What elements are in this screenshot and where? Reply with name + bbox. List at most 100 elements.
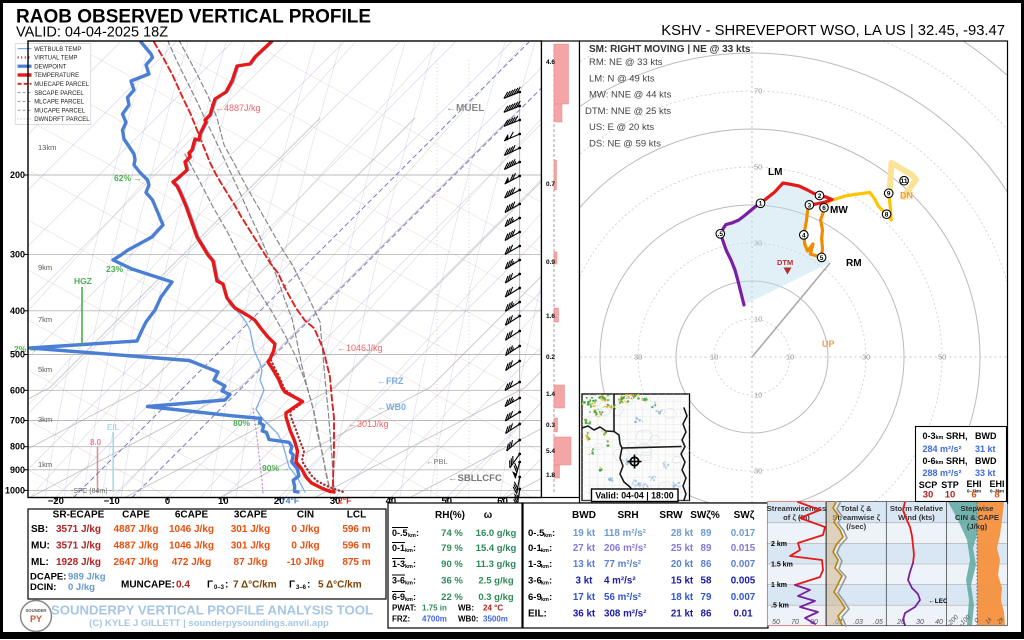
svg-text:0–3km: 0–3km bbox=[990, 489, 1004, 494]
svg-text:0.015: 0.015 bbox=[731, 543, 756, 554]
svg-text:CIN & CAPE: CIN & CAPE bbox=[955, 513, 999, 522]
svg-text:Storm Relative: Storm Relative bbox=[890, 504, 943, 513]
svg-text:of ζ (%): of ζ (%) bbox=[783, 513, 810, 522]
svg-text:DS: NE @ 59 kts: DS: NE @ 59 kts bbox=[589, 139, 661, 150]
svg-text:0-3: 0-3 bbox=[923, 431, 936, 441]
svg-text:301 J/kg: 301 J/kg bbox=[231, 541, 270, 552]
svg-text:11.3 g/kg: 11.3 g/kg bbox=[476, 559, 516, 570]
svg-text::: : bbox=[549, 543, 552, 554]
svg-text:3571 J/kg: 3571 J/kg bbox=[56, 541, 101, 552]
svg-text:UP: UP bbox=[822, 339, 835, 349]
svg-text:40: 40 bbox=[386, 496, 397, 507]
svg-text:CAPE: CAPE bbox=[122, 510, 150, 521]
svg-text::: : bbox=[549, 559, 552, 570]
svg-text:89: 89 bbox=[701, 543, 712, 554]
svg-text:SWζ%: SWζ% bbox=[690, 510, 720, 521]
svg-text:DTM: DTM bbox=[777, 258, 793, 267]
svg-text:BWD: BWD bbox=[572, 510, 596, 521]
svg-text:1: 1 bbox=[759, 201, 763, 208]
svg-text:SCP: SCP bbox=[919, 480, 938, 490]
svg-text:62% →: 62% → bbox=[114, 173, 142, 183]
svg-text:7km: 7km bbox=[38, 315, 52, 324]
svg-text:km: km bbox=[405, 564, 413, 570]
svg-text:EIL: EIL bbox=[107, 423, 120, 432]
svg-text:800: 800 bbox=[10, 442, 25, 452]
svg-text:30: 30 bbox=[754, 239, 762, 248]
svg-text:3-6: 3-6 bbox=[392, 576, 405, 586]
svg-text:1928 J/kg: 1928 J/kg bbox=[56, 557, 101, 568]
svg-text:LM: N @ 49 kts: LM: N @ 49 kts bbox=[589, 73, 655, 84]
svg-text:Streamwise ζ: Streamwise ζ bbox=[832, 513, 880, 522]
svg-text:BWD: BWD bbox=[975, 456, 997, 466]
svg-text:87 J/kg: 87 J/kg bbox=[234, 557, 268, 568]
svg-text:(J/kg): (J/kg) bbox=[967, 522, 988, 531]
svg-text:2 km: 2 km bbox=[771, 541, 787, 548]
svg-text:Γ: Γ bbox=[207, 580, 213, 591]
svg-text:3-6: 3-6 bbox=[528, 576, 542, 587]
svg-text:1k: 1k bbox=[984, 616, 994, 626]
svg-text:LM: LM bbox=[768, 167, 782, 178]
svg-text:SM: RIGHT MOVING | NE @ 33 kts: SM: RIGHT MOVING | NE @ 33 kts bbox=[589, 44, 751, 55]
svg-text:0: 0 bbox=[165, 496, 170, 507]
svg-text:1 km: 1 km bbox=[771, 582, 787, 589]
svg-text:SWζ: SWζ bbox=[734, 510, 755, 521]
svg-text:8: 8 bbox=[885, 212, 889, 219]
svg-text:30: 30 bbox=[862, 353, 870, 362]
svg-text:5.4: 5.4 bbox=[546, 448, 555, 455]
svg-text:10: 10 bbox=[754, 315, 762, 324]
svg-text::: : bbox=[413, 543, 416, 553]
svg-text:km: km bbox=[405, 597, 413, 603]
svg-text:0.2: 0.2 bbox=[546, 354, 555, 361]
svg-text:2°F: 2°F bbox=[338, 496, 351, 506]
svg-text:90 %: 90 % bbox=[441, 559, 463, 570]
svg-text:←MUEL: ←MUEL bbox=[446, 103, 484, 114]
svg-text:RM: RM bbox=[846, 258, 862, 269]
svg-text:10: 10 bbox=[710, 353, 718, 362]
svg-text:86: 86 bbox=[701, 609, 712, 620]
svg-text:1.4: 1.4 bbox=[546, 391, 555, 398]
svg-text:118 m²/s²: 118 m²/s² bbox=[604, 528, 647, 539]
svg-text:6-9: 6-9 bbox=[528, 592, 542, 603]
svg-text:0.007: 0.007 bbox=[731, 592, 756, 603]
svg-text:0: 0 bbox=[973, 617, 981, 625]
svg-text:596 m: 596 m bbox=[342, 541, 370, 552]
svg-text:6CAPE: 6CAPE bbox=[175, 510, 209, 521]
svg-text::: : bbox=[413, 559, 416, 569]
svg-text:70: 70 bbox=[791, 619, 799, 626]
svg-text:km: km bbox=[408, 533, 416, 539]
svg-text::: : bbox=[416, 528, 419, 538]
svg-text:-10 J/kg: -10 J/kg bbox=[287, 557, 324, 568]
svg-text:90% →: 90% → bbox=[262, 463, 290, 473]
svg-text:500: 500 bbox=[10, 350, 25, 360]
svg-text:LCL: LCL bbox=[347, 510, 366, 521]
svg-text:←SBLLCFC: ←SBLLCFC bbox=[448, 473, 502, 484]
svg-text:km: km bbox=[541, 581, 549, 587]
svg-text:SB:: SB: bbox=[31, 524, 48, 535]
svg-text:WETBULB TEMP: WETBULB TEMP bbox=[34, 47, 81, 53]
svg-text:1.5 km: 1.5 km bbox=[771, 562, 793, 569]
svg-text::: : bbox=[549, 592, 552, 603]
svg-text:900: 900 bbox=[10, 465, 25, 475]
svg-text:74°F: 74°F bbox=[281, 496, 299, 506]
svg-text:28 kt: 28 kt bbox=[671, 528, 694, 539]
svg-text:(/sec): (/sec) bbox=[846, 522, 866, 531]
svg-text:2k: 2k bbox=[995, 616, 1006, 627]
svg-text:16.0 g/kg: 16.0 g/kg bbox=[476, 528, 517, 539]
svg-text:MW: NNE @ 44 kts: MW: NNE @ 44 kts bbox=[589, 90, 672, 101]
svg-text:50: 50 bbox=[442, 496, 453, 507]
svg-text:0.9: 0.9 bbox=[546, 259, 555, 266]
svg-text:27 kt: 27 kt bbox=[573, 543, 596, 554]
svg-text:DEWPOINT: DEWPOINT bbox=[34, 64, 67, 70]
svg-text:←WB0: ←WB0 bbox=[377, 402, 406, 412]
svg-text:MUECAPE PARCEL: MUECAPE PARCEL bbox=[34, 82, 90, 88]
svg-text:50: 50 bbox=[938, 353, 946, 362]
svg-text:50: 50 bbox=[754, 163, 762, 172]
svg-text:20: 20 bbox=[896, 619, 905, 626]
svg-text:4887 J/kg: 4887 J/kg bbox=[113, 524, 158, 535]
svg-text:←LEC: ←LEC bbox=[928, 598, 948, 605]
svg-text:600: 600 bbox=[10, 385, 25, 395]
svg-text:6: 6 bbox=[971, 490, 976, 501]
svg-text:4700m: 4700m bbox=[422, 615, 447, 624]
svg-text:0 J/kg: 0 J/kg bbox=[68, 582, 95, 593]
svg-text:.5 km: .5 km bbox=[771, 603, 789, 610]
